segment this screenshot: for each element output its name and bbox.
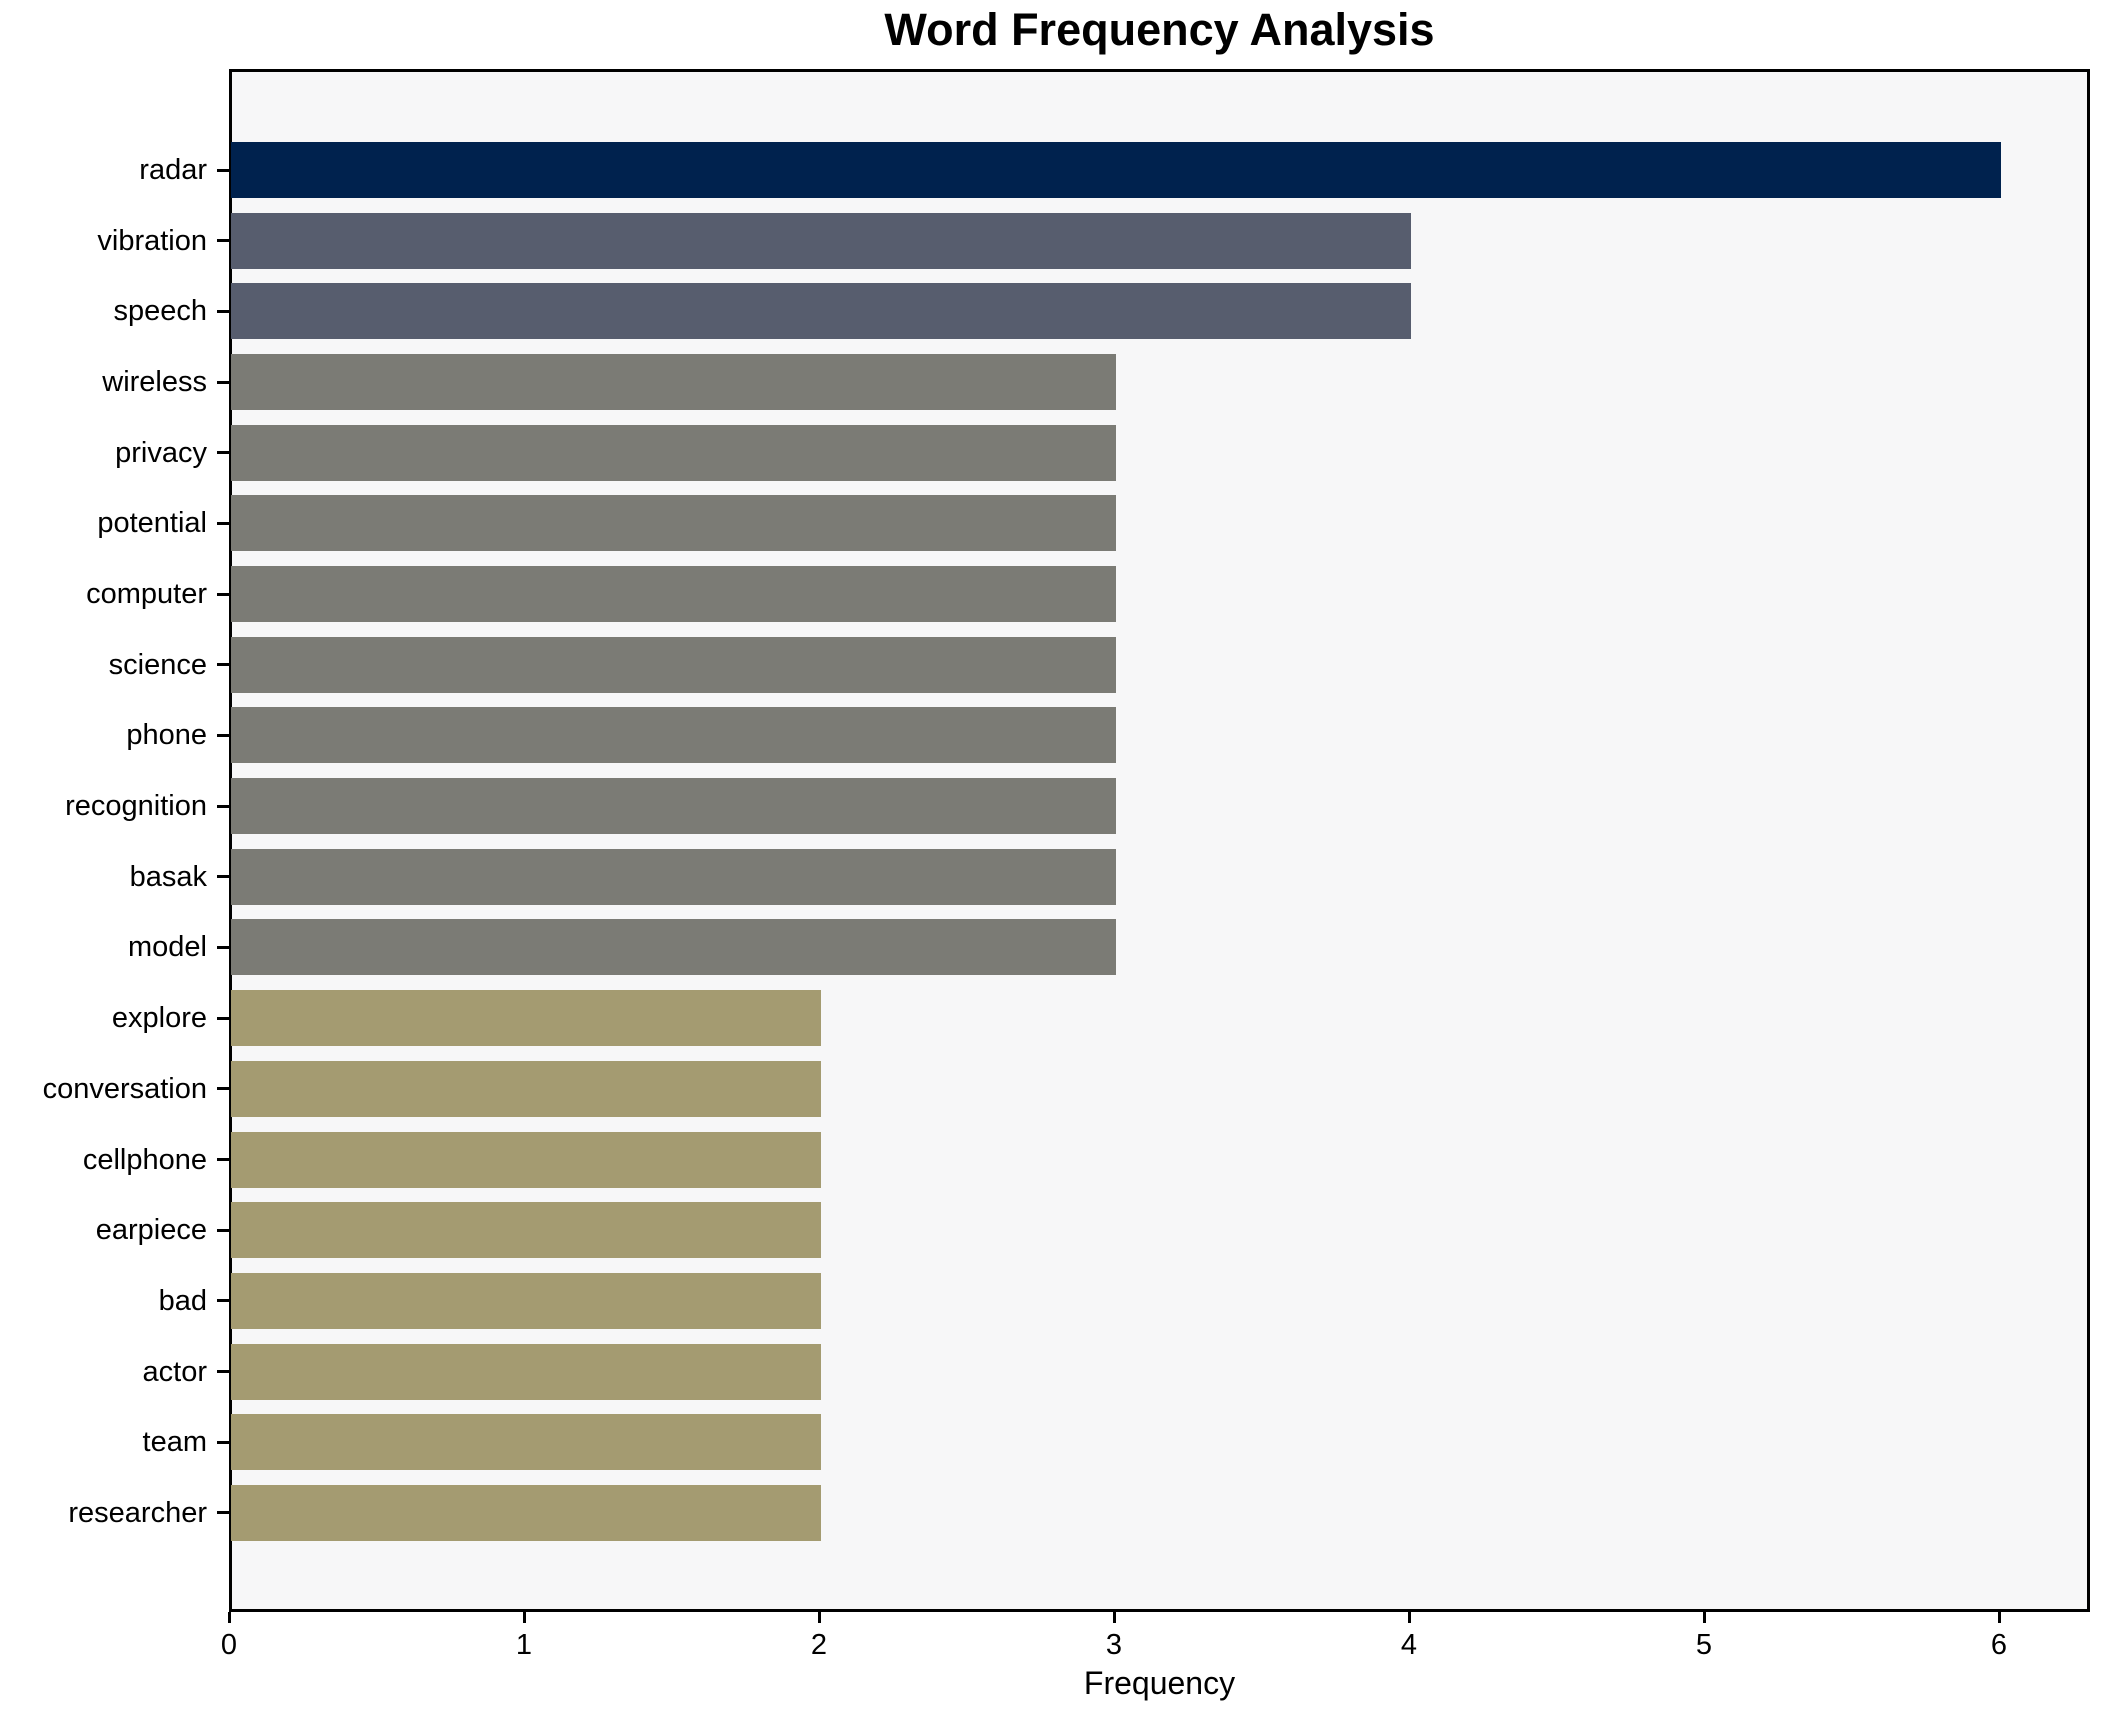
y-tick-label-team: team (142, 1426, 207, 1459)
chart-title: Word Frequency Analysis (884, 4, 1435, 55)
bar-explore (231, 990, 821, 1047)
x-tick-mark (522, 1612, 526, 1623)
y-tick-mark (217, 1016, 229, 1020)
y-tick-label-explore: explore (111, 1002, 207, 1035)
y-tick-mark (217, 239, 229, 243)
y-tick-mark (217, 1440, 229, 1444)
y-tick-label-actor: actor (142, 1355, 207, 1388)
bar-wireless (231, 354, 1116, 411)
y-tick-label-researcher: researcher (68, 1496, 207, 1529)
x-tick-label-1: 1 (515, 1629, 533, 1661)
bar-team (231, 1414, 821, 1471)
x-tick-label-5: 5 (1695, 1629, 1713, 1661)
y-tick-label-recognition: recognition (65, 790, 207, 823)
bar-researcher (231, 1484, 821, 1541)
y-tick-mark (217, 1228, 229, 1232)
x-tick-mark (1407, 1612, 1411, 1623)
y-tick-mark (217, 1087, 229, 1091)
bar-phone (231, 707, 1116, 764)
y-tick-mark (217, 1511, 229, 1515)
y-tick-mark (217, 663, 229, 667)
y-tick-mark (217, 804, 229, 808)
y-tick-mark (217, 733, 229, 737)
bar-science (231, 636, 1116, 693)
bar-bad (231, 1272, 821, 1329)
y-tick-mark (217, 1299, 229, 1303)
x-axis-label: Frequency (1083, 1665, 1236, 1701)
bar-cellphone (231, 1131, 821, 1188)
y-tick-mark (217, 945, 229, 949)
bar-basak (231, 848, 1116, 905)
y-tick-label-conversation: conversation (42, 1072, 207, 1105)
x-tick-mark (1112, 1612, 1116, 1623)
x-tick-mark (1997, 1612, 2001, 1623)
y-tick-label-cellphone: cellphone (82, 1143, 207, 1176)
x-tick-mark (227, 1612, 231, 1623)
bar-computer (231, 566, 1116, 623)
bar-potential (231, 495, 1116, 552)
y-tick-mark (217, 1158, 229, 1162)
bar-earpiece (231, 1202, 821, 1259)
bar-conversation (231, 1060, 821, 1117)
bar-model (231, 919, 1116, 976)
x-tick-label-4: 4 (1400, 1629, 1418, 1661)
y-tick-mark (217, 380, 229, 384)
y-tick-mark (217, 1370, 229, 1374)
y-tick-label-potential: potential (97, 507, 207, 540)
y-tick-mark (217, 592, 229, 596)
bar-actor (231, 1343, 821, 1400)
y-tick-label-science: science (108, 648, 207, 681)
y-tick-mark (217, 875, 229, 879)
bar-radar (231, 142, 2001, 198)
y-tick-label-wireless: wireless (102, 366, 207, 399)
y-tick-label-model: model (128, 931, 207, 964)
y-tick-label-computer: computer (86, 578, 207, 611)
y-tick-mark (217, 168, 229, 172)
y-tick-label-vibration: vibration (97, 224, 207, 257)
y-tick-label-privacy: privacy (115, 436, 207, 469)
y-tick-label-phone: phone (126, 719, 207, 752)
x-tick-label-6: 6 (1990, 1629, 2008, 1661)
y-tick-label-bad: bad (158, 1284, 207, 1317)
bar-speech (231, 283, 1411, 340)
y-tick-label-radar: radar (139, 154, 207, 186)
y-tick-label-speech: speech (113, 295, 207, 328)
bar-recognition (231, 778, 1116, 835)
y-tick-label-basak: basak (129, 860, 207, 893)
x-tick-label-2: 2 (810, 1629, 828, 1661)
y-tick-mark (217, 521, 229, 525)
y-tick-mark (217, 309, 229, 313)
x-tick-mark (817, 1612, 821, 1623)
x-tick-label-0: 0 (220, 1629, 238, 1661)
bar-privacy (231, 424, 1116, 481)
y-tick-mark (217, 451, 229, 455)
y-tick-label-earpiece: earpiece (95, 1214, 207, 1247)
x-tick-label-3: 3 (1105, 1629, 1123, 1661)
bar-vibration (231, 212, 1411, 269)
x-tick-mark (1702, 1612, 1706, 1623)
